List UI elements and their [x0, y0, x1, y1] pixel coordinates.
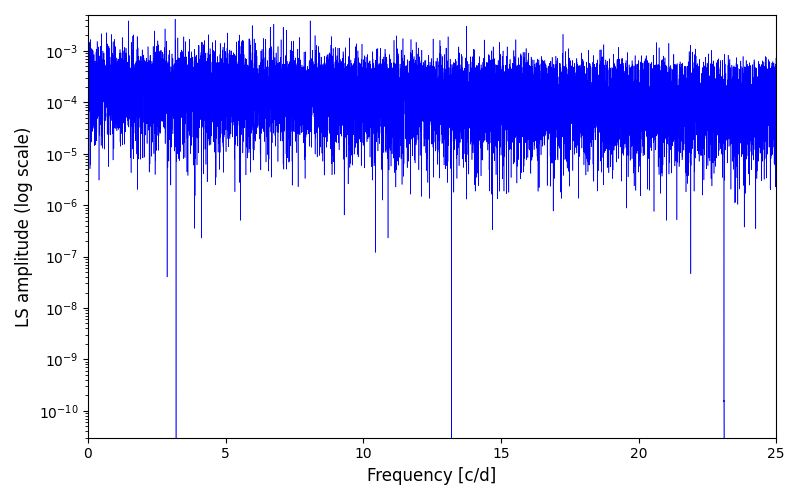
- Y-axis label: LS amplitude (log scale): LS amplitude (log scale): [15, 126, 33, 326]
- X-axis label: Frequency [c/d]: Frequency [c/d]: [367, 467, 497, 485]
